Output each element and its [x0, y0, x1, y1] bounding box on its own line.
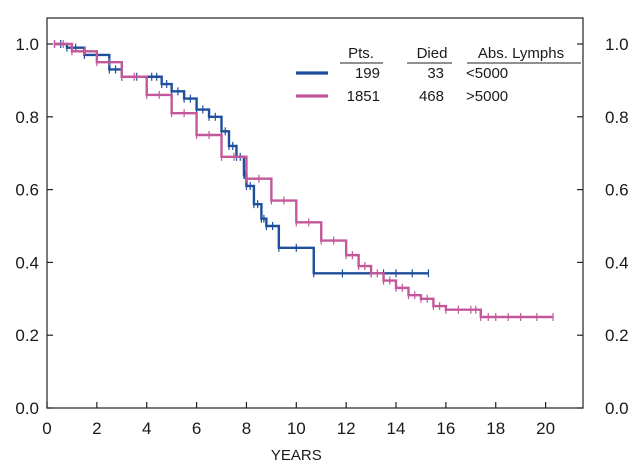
x-tick-label: 20 — [536, 419, 555, 438]
y-tick-label-right: 0.0 — [605, 399, 629, 418]
y-tick-label-right: 1.0 — [605, 35, 629, 54]
legend-header: Died — [417, 45, 448, 62]
y-tick-label-left: 0.2 — [15, 326, 39, 345]
y-tick-label-left: 0.6 — [15, 181, 39, 200]
y-tick-label-left: 0.4 — [15, 253, 39, 272]
legend-series-label: >5000 — [466, 88, 508, 105]
legend-series-label: <5000 — [466, 65, 508, 82]
y-tick-label-right: 0.2 — [605, 326, 629, 345]
legend-header: Abs. Lymphs — [478, 45, 564, 62]
x-tick-label: 6 — [192, 419, 201, 438]
plot-frame — [46, 17, 584, 409]
legend: Pts. Died Abs. Lymphs 199 33 <5000 1851 468 >500… — [296, 45, 581, 105]
x-tick-label: 12 — [337, 419, 356, 438]
legend-died: 468 — [419, 88, 444, 105]
series-lymphs-over-5000 — [53, 40, 554, 321]
y-tick-label-left: 0.0 — [15, 399, 39, 418]
legend-header: Pts. — [348, 45, 374, 62]
legend-pts: 199 — [355, 65, 380, 82]
x-tick-label: 0 — [42, 419, 51, 438]
x-tick-label: 10 — [287, 419, 306, 438]
x-tick-label: 18 — [486, 419, 505, 438]
y-tick-label-right: 0.8 — [605, 108, 629, 127]
x-tick-label: 2 — [92, 419, 101, 438]
y-tick-label-right: 0.6 — [605, 181, 629, 200]
legend-pts: 1851 — [347, 88, 380, 105]
axes: 0 2 4 6 8 10 12 14 16 18 200.0 0.00.2 0.20.4 0.40.6 0.… — [15, 17, 629, 464]
x-tick-label: 14 — [387, 419, 406, 438]
legend-died: 33 — [427, 65, 444, 82]
x-tick-label: 16 — [436, 419, 455, 438]
y-tick-label-left: 1.0 — [15, 35, 39, 54]
y-tick-label-left: 0.8 — [15, 108, 39, 127]
x-tick-label: 4 — [142, 419, 151, 438]
series-group — [53, 40, 554, 321]
survival-step-line — [54, 42, 554, 319]
x-tick-label: 8 — [242, 419, 251, 438]
x-axis-title: YEARS — [271, 447, 322, 464]
y-tick-label-right: 0.4 — [605, 253, 629, 272]
